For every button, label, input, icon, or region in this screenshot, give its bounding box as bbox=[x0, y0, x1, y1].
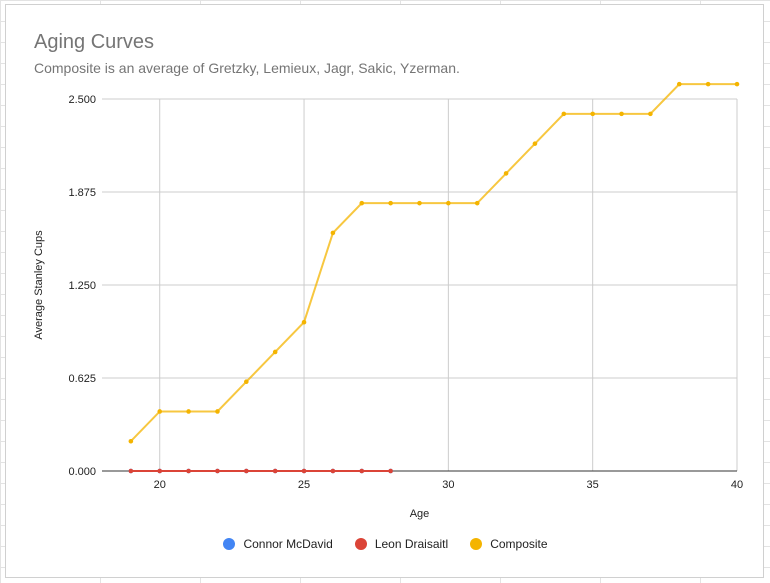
x-tick-label: 35 bbox=[587, 479, 599, 491]
data-point-composite bbox=[590, 111, 595, 117]
legend-label: Connor McDavid bbox=[243, 537, 333, 551]
line-chart: 0.000 0.625 1.250 1.875 2.500 20 25 30 35 40 Age… bbox=[33, 81, 744, 520]
chart-card[interactable]: Aging Curves Composite is an average of … bbox=[5, 4, 764, 578]
data-point-leon-draisaitl bbox=[359, 468, 365, 474]
data-point-composite bbox=[388, 200, 393, 206]
legend-item-connor-mcdavid[interactable]: Connor McDavid bbox=[223, 537, 333, 551]
data-point-composite bbox=[244, 379, 249, 385]
data-point-leon-draisaitl bbox=[157, 468, 163, 474]
x-tick-label: 20 bbox=[154, 479, 166, 491]
chart-subtitle: Composite is an average of Gretzky, Lemi… bbox=[34, 60, 460, 76]
data-point-composite bbox=[215, 409, 220, 414]
series-layer bbox=[128, 81, 740, 474]
data-point-leon-draisaitl bbox=[186, 468, 191, 474]
data-point-composite bbox=[532, 141, 538, 146]
legend-label: Leon Draisaitl bbox=[374, 537, 449, 551]
data-point-leon-draisaitl bbox=[128, 468, 134, 474]
data-point-composite bbox=[648, 111, 653, 117]
data-point-composite bbox=[705, 81, 711, 87]
data-point-composite bbox=[359, 200, 365, 206]
legend-swatch bbox=[354, 538, 367, 550]
x-tick-label: 30 bbox=[442, 479, 454, 491]
data-point-leon-draisaitl bbox=[301, 468, 307, 474]
data-point-composite bbox=[128, 438, 134, 444]
legend: Connor McDavid Leon Draisaitl Composite bbox=[6, 537, 765, 551]
data-point-composite bbox=[330, 230, 336, 236]
data-point-composite bbox=[272, 349, 278, 355]
legend-swatch bbox=[470, 538, 483, 550]
y-axis-title: Average Stanley Cups bbox=[33, 230, 45, 340]
data-point-composite bbox=[561, 111, 567, 117]
y-tick-labels: 0.000 0.625 1.250 1.875 2.500 bbox=[68, 94, 96, 478]
data-point-composite bbox=[157, 409, 163, 414]
data-point-composite bbox=[417, 200, 422, 206]
legend-item-composite[interactable]: Composite bbox=[470, 537, 548, 551]
y-tick-label: 2.500 bbox=[68, 94, 96, 106]
y-tick-label: 0.625 bbox=[68, 373, 96, 385]
y-tick-label: 1.875 bbox=[68, 187, 96, 199]
data-point-leon-draisaitl bbox=[244, 468, 249, 474]
data-point-leon-draisaitl bbox=[388, 468, 393, 474]
data-point-leon-draisaitl bbox=[272, 468, 278, 474]
x-tick-label: 25 bbox=[298, 479, 310, 491]
data-point-composite bbox=[734, 81, 740, 87]
data-point-composite bbox=[619, 111, 624, 117]
data-point-leon-draisaitl bbox=[215, 468, 220, 474]
legend-label: Composite bbox=[490, 537, 548, 551]
data-point-leon-draisaitl bbox=[330, 468, 336, 474]
data-point-composite bbox=[503, 171, 509, 176]
x-tick-label: 40 bbox=[731, 479, 743, 491]
data-point-composite bbox=[446, 200, 451, 206]
data-point-composite bbox=[474, 200, 480, 206]
gridlines bbox=[102, 98, 738, 472]
legend-swatch bbox=[223, 538, 236, 550]
data-point-composite bbox=[301, 319, 307, 325]
chart-title: Aging Curves bbox=[34, 31, 155, 53]
series-line-composite bbox=[130, 83, 737, 442]
x-tick-labels: 20 25 30 35 40 bbox=[154, 479, 744, 491]
y-tick-label: 0.000 bbox=[68, 466, 96, 478]
x-axis-title: Age bbox=[410, 508, 430, 520]
legend-item-leon-draisaitl[interactable]: Leon Draisaitl bbox=[354, 537, 449, 551]
data-point-composite bbox=[676, 81, 682, 87]
y-tick-label: 1.250 bbox=[68, 280, 96, 292]
data-point-composite bbox=[186, 409, 191, 414]
